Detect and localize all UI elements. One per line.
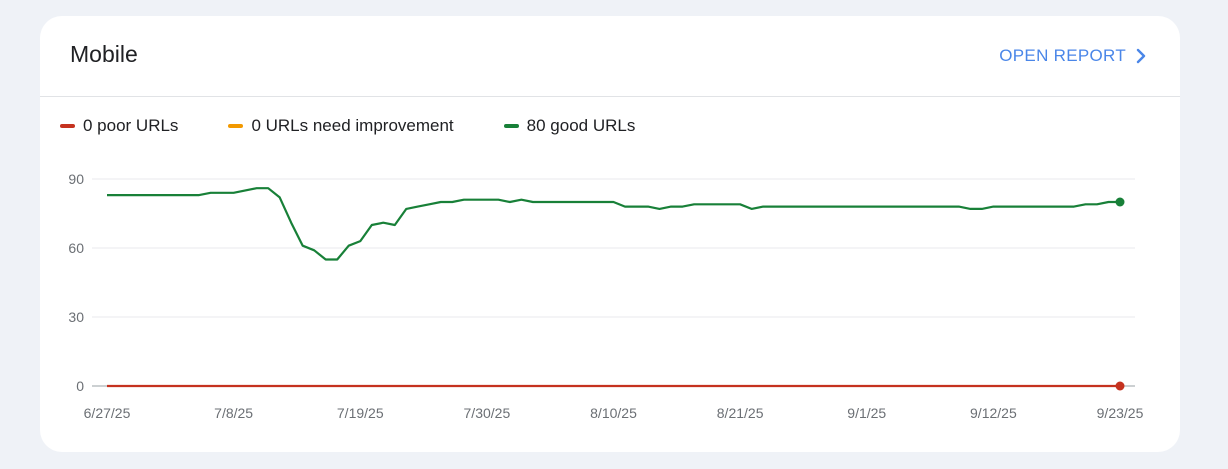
legend-item-good[interactable]: 80 good URLs bbox=[503, 116, 636, 136]
legend-swatch-need-improvement bbox=[228, 124, 244, 128]
x-tick-label: 6/27/25 bbox=[84, 405, 131, 421]
x-tick-label: 7/19/25 bbox=[337, 405, 384, 421]
card-header: Mobile OPEN REPORT bbox=[40, 16, 1180, 97]
legend-label-need-improvement: 0 URLs need improvement bbox=[251, 116, 454, 135]
open-report-label: OPEN REPORT bbox=[999, 46, 1126, 65]
legend-swatch-good bbox=[503, 124, 519, 128]
y-tick-label: 60 bbox=[68, 240, 84, 256]
y-tick-label: 90 bbox=[68, 171, 84, 187]
line-chart: 0 30 60 90 6/27/25 7/8/25 7/19/25 7/30/25 8/10/2… bbox=[68, 171, 1144, 421]
x-tick-label: 9/1/25 bbox=[847, 405, 886, 421]
x-tick-label: 8/10/25 bbox=[590, 405, 637, 421]
x-tick-label: 8/21/25 bbox=[717, 405, 764, 421]
legend-label-good: 80 good URLs bbox=[526, 116, 636, 135]
x-tick-label: 9/12/25 bbox=[970, 405, 1017, 421]
series-line-good-urls bbox=[107, 187, 1120, 261]
x-tick-label: 9/23/25 bbox=[1097, 405, 1144, 421]
chart-legend: 0 poor URLs 0 URLs need improvement 80 g… bbox=[60, 116, 685, 136]
x-tick-label: 7/30/25 bbox=[464, 405, 511, 421]
y-tick-label: 0 bbox=[76, 378, 84, 394]
legend-item-poor[interactable]: 0 poor URLs bbox=[60, 116, 178, 136]
chevron-right-icon bbox=[1136, 48, 1146, 64]
open-report-link[interactable]: OPEN REPORT bbox=[999, 46, 1148, 66]
x-tick-label: 7/8/25 bbox=[214, 405, 253, 421]
series-endpoint-poor-urls bbox=[1115, 381, 1125, 391]
card-title: Mobile bbox=[70, 41, 138, 67]
legend-swatch-poor bbox=[60, 124, 75, 128]
legend-label-poor: 0 poor URLs bbox=[83, 116, 179, 135]
series-endpoint-good-urls bbox=[1115, 197, 1125, 207]
y-tick-label: 30 bbox=[68, 309, 84, 325]
mobile-card: Mobile OPEN REPORT 0 poor URLs 0 URLs ne… bbox=[40, 16, 1180, 452]
legend-item-need-improvement[interactable]: 0 URLs need improvement bbox=[228, 116, 454, 136]
